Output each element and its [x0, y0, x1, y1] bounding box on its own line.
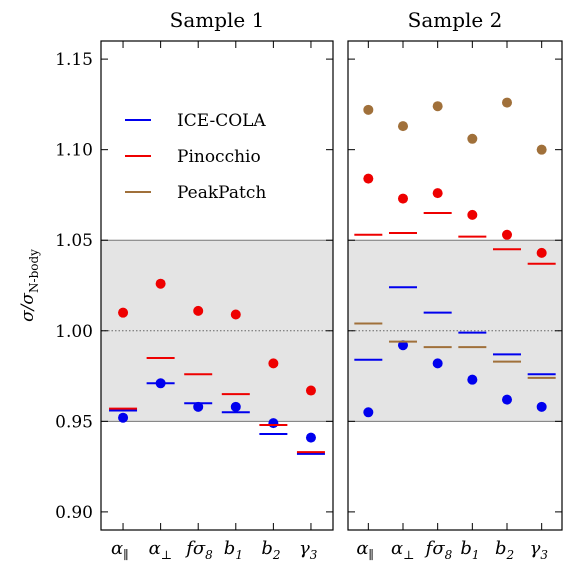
dot-peakpatch	[467, 133, 478, 144]
panel-frame	[347, 40, 563, 531]
dot-peakpatch	[363, 104, 374, 115]
panel-frame	[100, 40, 334, 531]
xtick-label: fσ8	[184, 538, 213, 562]
dot-peakpatch	[502, 97, 513, 108]
dot-pinocchio	[536, 247, 547, 258]
dot-pinocchio	[305, 385, 316, 396]
dot-pinocchio	[397, 193, 408, 204]
dot-pinocchio	[467, 209, 478, 220]
xtick-label: γ3	[530, 538, 549, 562]
legend-label: Pinocchio	[177, 147, 261, 167]
dot-ice-cola	[432, 358, 443, 369]
legend-label: ICE-COLA	[177, 111, 266, 131]
ytick-label: 0.95	[55, 412, 93, 432]
y-axis-label: σ/σN-body	[18, 249, 41, 322]
dot-ice-cola	[230, 401, 241, 412]
xtick-label: b1	[224, 538, 243, 562]
dot-ice-cola	[536, 401, 547, 412]
dot-pinocchio	[193, 305, 204, 316]
xtick-label: α⊥	[149, 538, 172, 562]
dot-ice-cola	[363, 407, 374, 418]
dot-ice-cola	[268, 418, 279, 429]
dot-pinocchio	[268, 358, 279, 369]
dot-ice-cola	[467, 374, 478, 385]
xtick-label: α∥	[356, 538, 374, 562]
xtick-label: b1	[460, 538, 479, 562]
dot-ice-cola	[397, 340, 408, 351]
xtick-label: α⊥	[391, 538, 414, 562]
dot-pinocchio	[118, 307, 129, 318]
dot-pinocchio	[363, 173, 374, 184]
xtick-label: b2	[495, 538, 514, 562]
dot-ice-cola	[118, 412, 129, 423]
ytick-label: 1.15	[55, 50, 93, 70]
dot-ice-cola	[305, 432, 316, 443]
dot-peakpatch	[397, 121, 408, 132]
xtick-label: α∥	[111, 538, 129, 562]
dot-pinocchio	[230, 309, 241, 320]
dot-pinocchio	[155, 278, 166, 289]
xtick-label: γ3	[299, 538, 318, 562]
dot-ice-cola	[502, 394, 513, 405]
ytick-label: 0.90	[55, 503, 93, 523]
dot-pinocchio	[502, 229, 513, 240]
xtick-label: b2	[261, 538, 280, 562]
ytick-label: 1.00	[55, 322, 93, 342]
legend: ICE-COLA Pinocchio PeakPatch	[125, 111, 266, 203]
panel-title: Sample 2	[408, 8, 503, 32]
panel-title: Sample 1	[170, 8, 265, 32]
xtick-label: fσ8	[424, 538, 453, 562]
dot-ice-cola	[193, 401, 204, 412]
ytick-label: 1.10	[55, 141, 93, 161]
ytick-label: 1.05	[55, 231, 93, 251]
dot-peakpatch	[432, 101, 443, 112]
dot-pinocchio	[432, 188, 443, 199]
dot-ice-cola	[155, 378, 166, 389]
dot-peakpatch	[536, 144, 547, 155]
panel-1: 0.90 0.95 1.00 1.05 1.10 1.15 α∥ α⊥ fσ8 b1 b2 γ3 Sam…	[55, 8, 334, 562]
legend-label: PeakPatch	[177, 183, 266, 203]
panel-2: α∥ α⊥ fσ8 b1 b2 γ3 Sample 2	[347, 8, 563, 562]
